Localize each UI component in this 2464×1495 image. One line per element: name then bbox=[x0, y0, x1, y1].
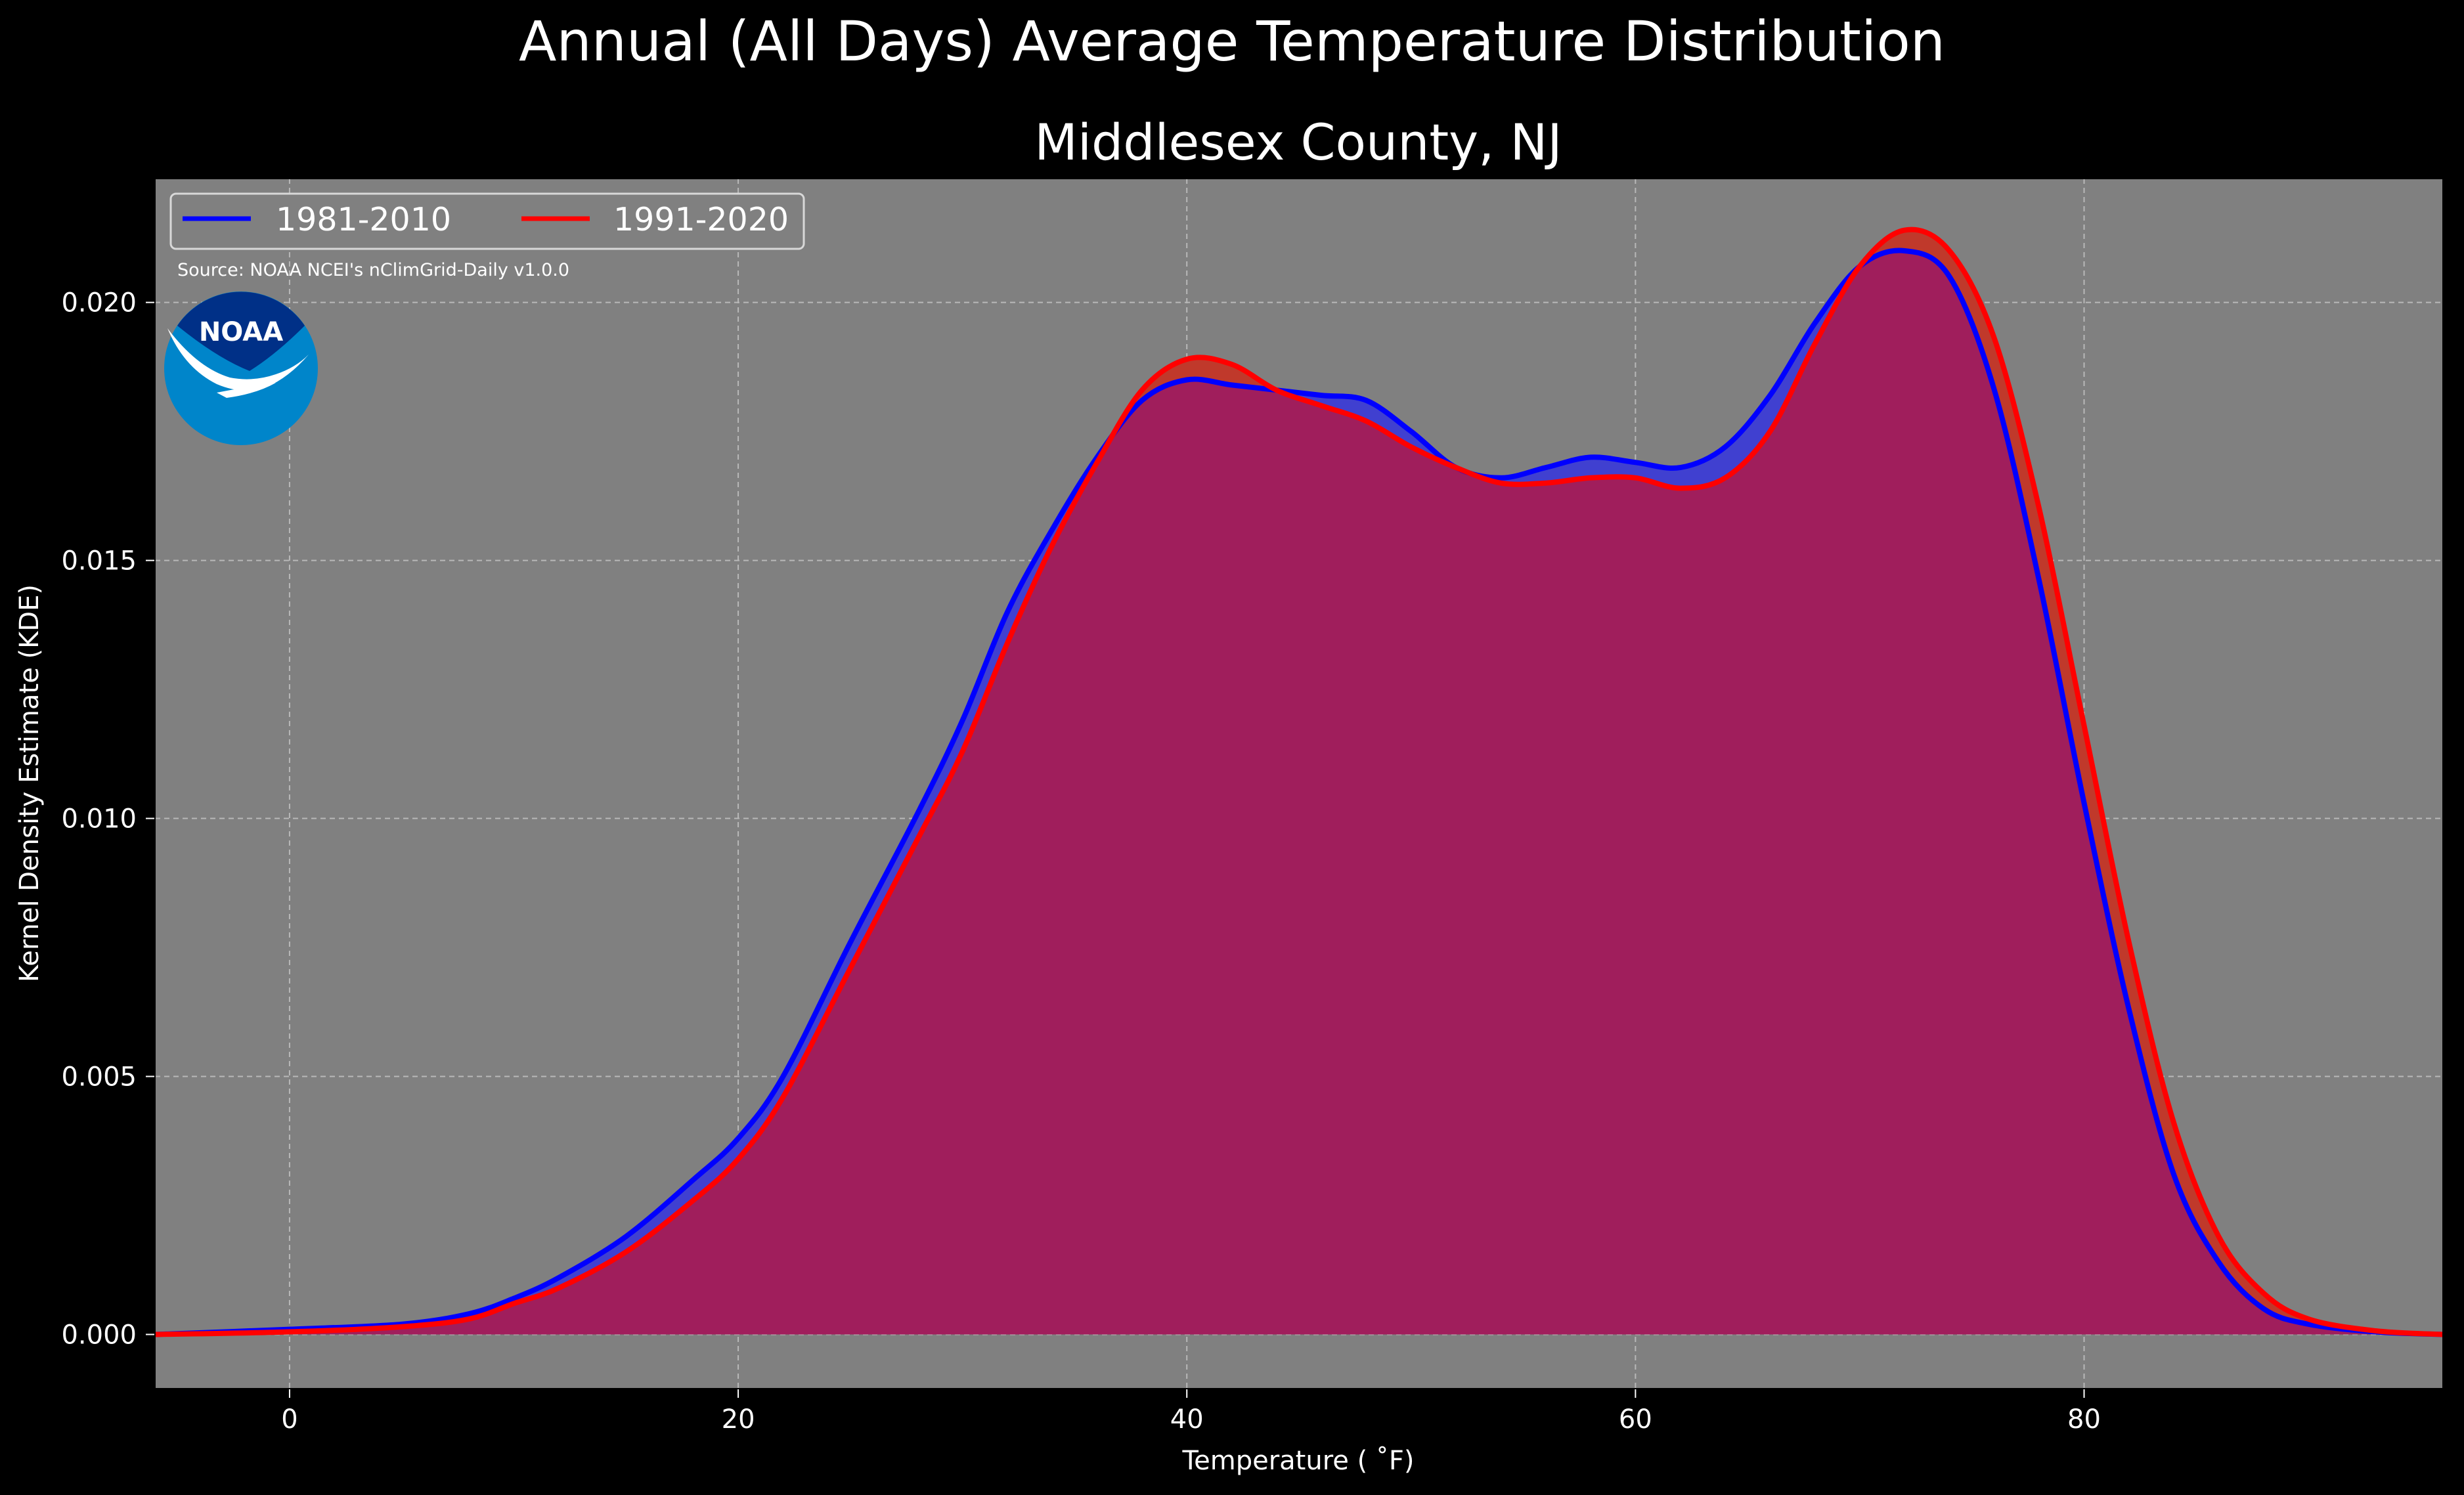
noaa-logo-text: NOAA bbox=[199, 317, 283, 347]
density-lines bbox=[154, 227, 2444, 1337]
noaa-logo-bird-tail bbox=[217, 383, 276, 398]
x-tick-label: 40 bbox=[1170, 1404, 1204, 1435]
x-tick-label: 20 bbox=[722, 1404, 755, 1435]
x-axis-label: Temperature ( ˚F) bbox=[1181, 1446, 1414, 1476]
chart-title: Middlesex County, NJ bbox=[1034, 113, 1562, 171]
y-tick-label: 0.000 bbox=[61, 1320, 137, 1350]
noaa-logo: NOAA bbox=[164, 292, 318, 445]
legend-box bbox=[169, 192, 805, 250]
x-tick-label: 80 bbox=[2067, 1404, 2101, 1435]
density-overlap-fill bbox=[155, 250, 2443, 1335]
axes: 0 20 40 60 80 0.000 0.005 0.010 0.015 0.020 bbox=[61, 178, 2444, 1435]
density-line-1991-2020 bbox=[154, 227, 2444, 1337]
y-tick-label: 0.005 bbox=[61, 1062, 137, 1093]
source-note: Source: NOAA NCEI's nClimGrid-Daily v1.0… bbox=[177, 260, 569, 280]
noaa-logo-upper-half bbox=[177, 292, 305, 371]
y-axis-label: Kernel Density Estimate (KDE) bbox=[14, 584, 45, 982]
legend: 1981-2010 1991-2020 bbox=[169, 192, 805, 250]
density-fills bbox=[155, 229, 2443, 1335]
density-line-1981-2010 bbox=[154, 248, 2444, 1337]
y-tick-label: 0.020 bbox=[61, 288, 137, 318]
legend-label-1981-2010: 1981-2010 bbox=[276, 201, 451, 238]
legend-label-1991-2020: 1991-2020 bbox=[613, 201, 789, 238]
y-tick-label: 0.010 bbox=[61, 804, 137, 834]
plot-border bbox=[154, 178, 2444, 1389]
x-tick-label: 0 bbox=[281, 1404, 297, 1435]
y-tick-label: 0.015 bbox=[61, 546, 137, 576]
noaa-logo-bird-wing bbox=[167, 328, 309, 391]
x-tick-label: 60 bbox=[1619, 1404, 1652, 1435]
figure-suptitle: Annual (All Days) Average Temperature Di… bbox=[519, 9, 1945, 74]
